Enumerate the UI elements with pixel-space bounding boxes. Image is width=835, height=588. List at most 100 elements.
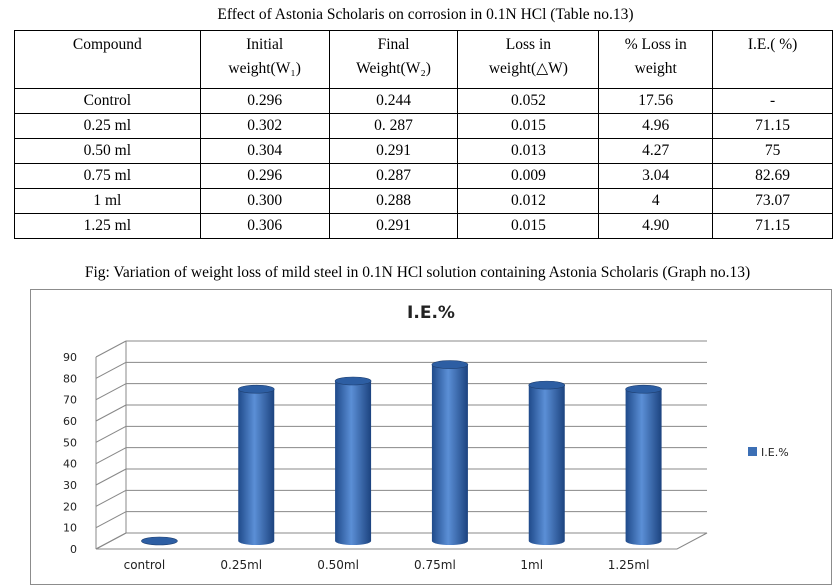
table-row: 0.75 ml 0.296 0.287 0.009 3.04 82.69 bbox=[14, 163, 833, 189]
x-tick-label: 1.25ml bbox=[608, 558, 650, 572]
corrosion-table: Compound Initial weight(W₁) Final Weight(W₂)… bbox=[14, 30, 833, 239]
table-cell: 73.07 bbox=[712, 188, 833, 214]
table-cell: 0.012 bbox=[457, 188, 600, 214]
column-header: Initial weight(W₁) bbox=[199, 30, 330, 89]
column-header-text: weight(W₁) bbox=[228, 60, 301, 77]
table-cell: 0.288 bbox=[328, 188, 459, 214]
bar-top bbox=[141, 536, 178, 546]
table-row: 0.50 ml 0.304 0.291 0.013 4.27 75 bbox=[14, 138, 833, 164]
chart-svg: I.E.% 0 10 20 30 40 50 60 70 80 90 control 0.25ml 0.5… bbox=[63, 303, 789, 572]
column-header-text: Weight(W₂) bbox=[356, 60, 431, 77]
y-tick-label: 60 bbox=[63, 415, 77, 428]
table-row: 1 ml 0.300 0.288 0.012 4 73.07 bbox=[14, 188, 833, 214]
legend-swatch bbox=[748, 447, 757, 456]
gridline-diagonal bbox=[95, 489, 127, 507]
y-tick-label: 10 bbox=[63, 522, 77, 535]
y-tick-label: 40 bbox=[63, 458, 77, 471]
table-cell: 17.56 bbox=[598, 88, 714, 114]
y-tick-label: 20 bbox=[63, 500, 77, 513]
gridline-diagonal bbox=[95, 511, 127, 529]
gridline-diagonal bbox=[95, 468, 127, 486]
column-header-text: weight bbox=[634, 60, 677, 77]
x-tick-label: 1ml bbox=[520, 558, 543, 572]
y-tick-label: 80 bbox=[63, 372, 77, 385]
table-cell: 0.052 bbox=[457, 88, 600, 114]
chart-title: I.E.% bbox=[407, 303, 455, 323]
y-tick-label: 70 bbox=[63, 394, 77, 407]
table-cell: - bbox=[712, 88, 833, 114]
legend-label: I.E.% bbox=[761, 446, 789, 459]
x-tick-label: 0.25ml bbox=[220, 558, 262, 572]
table-cell: 0.25 ml bbox=[14, 113, 201, 139]
table-row: 0.25 ml 0.302 0. 287 0.015 4.96 71.15 bbox=[14, 113, 833, 139]
table-cell: 0. 287 bbox=[328, 113, 459, 139]
table-header-row: Compound Initial weight(W₁) Final Weight(W₂)… bbox=[14, 30, 833, 89]
table-cell: 0.296 bbox=[199, 163, 330, 189]
gridline-diagonal bbox=[95, 383, 127, 401]
column-header-text: Initial bbox=[246, 36, 284, 53]
bar-top bbox=[334, 376, 372, 386]
bar-top bbox=[431, 360, 469, 369]
bar-top bbox=[625, 384, 662, 394]
table-cell: 0.304 bbox=[199, 138, 330, 164]
column-header-text: Loss in bbox=[505, 36, 551, 53]
x-tick-label: 0.75ml bbox=[414, 558, 456, 572]
gridline-diagonal bbox=[95, 404, 127, 422]
bar bbox=[431, 364, 468, 545]
column-header: Final Weight(W₂) bbox=[328, 30, 459, 89]
y-tick-label: 0 bbox=[70, 543, 77, 556]
column-header: Loss in weight(△W) bbox=[457, 30, 600, 89]
table-cell: 0.302 bbox=[199, 113, 330, 139]
table-cell: 4.90 bbox=[598, 213, 714, 239]
table-cell: 0.015 bbox=[457, 213, 600, 239]
table-cell: 75 bbox=[712, 138, 833, 164]
table-cell: 0.306 bbox=[199, 213, 330, 239]
chart-floor bbox=[95, 532, 708, 550]
table-cell: 4.96 bbox=[598, 113, 714, 139]
table-caption: Effect of Astonia Scholaris on corrosion… bbox=[217, 6, 634, 23]
table-row: Control 0.296 0.244 0.052 17.56- bbox=[14, 88, 833, 114]
y-tick-label: 50 bbox=[63, 436, 77, 449]
table-cell: 0.015 bbox=[457, 113, 600, 139]
table-cell: 0.013 bbox=[457, 138, 600, 164]
y-tick-label: 90 bbox=[63, 351, 77, 364]
column-header: I.E.( %) bbox=[712, 30, 833, 89]
figure-caption: Fig: Variation of weight loss of mild st… bbox=[84, 264, 751, 281]
x-tick-label: control bbox=[124, 558, 166, 572]
column-header: % Loss in weight bbox=[598, 30, 714, 89]
table-cell: 0.75 ml bbox=[14, 163, 201, 189]
table-cell: 0.291 bbox=[328, 138, 459, 164]
table-cell: 71.15 bbox=[712, 113, 833, 139]
bar-top bbox=[237, 384, 275, 394]
column-header-text: I.E.( %) bbox=[747, 36, 798, 53]
table-cell: 0.287 bbox=[328, 163, 459, 189]
gridline-diagonal bbox=[95, 340, 127, 358]
table-row: 1.25 ml 0.306 0.291 0.015 4.90 71.15 bbox=[14, 213, 833, 239]
bar bbox=[238, 389, 275, 545]
table-cell: 82.69 bbox=[712, 163, 833, 189]
bar bbox=[528, 385, 565, 545]
table-cell: 71.15 bbox=[712, 213, 833, 239]
gridline-diagonal bbox=[95, 425, 127, 443]
table-cell: 4.27 bbox=[598, 138, 714, 164]
y-tick-label: 30 bbox=[63, 479, 77, 492]
table-cell: 0.296 bbox=[199, 88, 330, 114]
column-header-text: Final bbox=[377, 36, 410, 53]
table-cell: 1.25 ml bbox=[14, 213, 201, 239]
table-cell: 0.291 bbox=[328, 213, 459, 239]
table-cell: 0.50 ml bbox=[14, 138, 201, 164]
bar bbox=[625, 389, 662, 545]
table-cell: 0.300 bbox=[199, 188, 330, 214]
bar-top bbox=[528, 380, 566, 390]
table-cell: 0.009 bbox=[457, 163, 600, 189]
column-header-text: % Loss in bbox=[624, 36, 687, 53]
gridline-diagonal bbox=[95, 447, 127, 465]
table-cell: 0.244 bbox=[328, 88, 459, 114]
table-cell: Control bbox=[14, 88, 201, 114]
column-header: Compound bbox=[14, 30, 201, 89]
table-cell: 4 bbox=[598, 188, 714, 214]
table-cell: 1 ml bbox=[14, 188, 201, 214]
chart-area: I.E.% 0 10 20 30 40 50 60 70 80 90 control 0.25ml 0.5… bbox=[30, 289, 832, 585]
bar bbox=[335, 381, 372, 545]
table-cell: 3.04 bbox=[598, 163, 714, 189]
